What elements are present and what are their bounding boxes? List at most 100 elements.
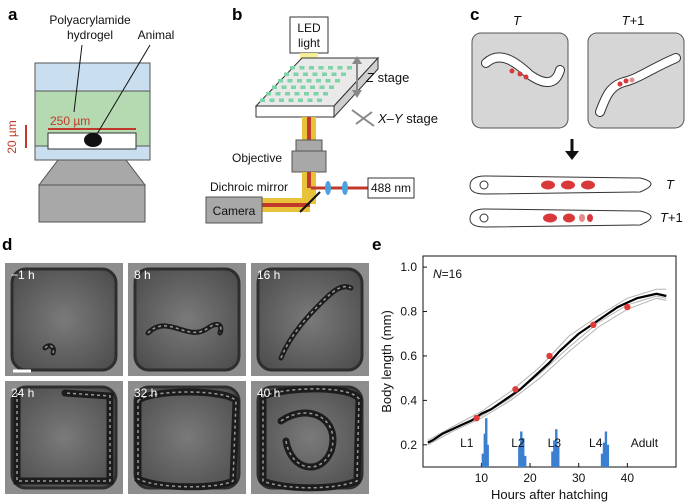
molt-histogram-bar [485,418,488,467]
micrograph-worm [145,321,224,336]
panel-a-label: a [8,5,18,24]
straight-worm-t1-cell-3 [579,214,585,222]
objective-label: Objective [232,151,282,165]
stage-well [328,66,333,70]
xy-arrow-2 [355,111,373,125]
laser-lens-1 [325,181,331,195]
straight-worm-t-cell-3 [581,180,595,190]
stage-well [312,72,318,76]
xy-stage-word: stage [403,111,438,126]
stage-well [337,66,343,70]
stage-well [269,98,275,102]
stage-label: L4 [589,436,603,450]
molt-marker [473,414,480,422]
straight-worm-t1-cell-4 [587,214,593,222]
stage-label: L1 [460,436,474,450]
stage-well [288,98,294,102]
micrograph-frame: 32 h [128,381,246,494]
straight-worm-t [469,175,652,195]
stage-well [303,72,308,76]
stage-well [284,72,289,76]
stage-well [293,72,299,76]
molt-histogram-bar [520,431,523,467]
led-label-line2: light [298,36,321,50]
micrograph-chamber [133,385,241,490]
micrograph-chamber [10,267,118,372]
micrograph-frame: 8 h [128,263,246,376]
micrograph-time-label: 16 h [257,268,280,282]
micrograph-time-label: 32 h [134,386,157,400]
water-layer-top [34,62,151,92]
down-arrow-head [565,151,579,160]
micrograph-time-label: 24 h [11,386,34,400]
animal-label: Animal [138,28,175,42]
frame-t-label: T [513,13,522,28]
molt-histogram-bar [483,433,486,467]
panel-d-label: d [2,235,12,254]
objective-lens [37,159,147,186]
micrograph-chamber [256,385,364,490]
panel-d: d −1 h 8 h 16 h 24 h 32 h 40 h [2,235,369,494]
x-tick-label: 30 [572,471,586,485]
stage-well [323,92,328,96]
objective-body [38,184,146,223]
stage-well [266,92,271,96]
individual-growth-line [427,288,667,441]
stage-well [260,98,265,102]
laser-lower [307,172,311,188]
stage-well [325,79,331,83]
panel-b-label: b [232,5,242,24]
led-label-line1: LED [297,21,321,35]
stage-well [316,79,321,83]
stage-well [335,79,340,83]
molt-histogram-bar [481,453,485,467]
laser-upper [307,117,311,142]
molt-histogram-bar [555,429,558,467]
molt-histogram-bar [602,442,606,467]
stage-well [279,98,284,102]
mean-growth-line [427,292,667,444]
y-tick-label: 1.0 [400,260,417,274]
hydrogel-pointer [73,44,83,113]
camera-box [205,196,263,224]
animal-dot [84,133,102,147]
stage-well [298,98,303,102]
led-box [289,16,329,54]
micrograph-time-label: 40 h [257,386,280,400]
micrograph-worm-texture [16,392,111,482]
panel-b: b LED light Z stage X–Y stage Objective [205,5,438,224]
micrograph-time-label: −1 h [11,268,35,282]
molt-marker [512,386,519,393]
stage-well [300,85,306,89]
worm-t1-cell-2 [623,78,629,84]
stage-well [318,66,324,70]
stage-well [287,79,293,83]
molt-histogram-bar [518,447,521,467]
micrograph-worm-texture [262,388,360,489]
micrograph-worm [134,388,240,491]
laser-label: 488 nm [371,181,411,195]
y-tick-label: 0.8 [400,305,417,319]
xy-axis-letters: X–Y [377,111,404,126]
stage-well [281,85,287,89]
stage-well [278,79,283,83]
z-arrow-up [352,56,362,64]
stage-well [275,92,281,96]
z-stage-word: stage [374,70,409,85]
stage-well [317,98,322,102]
micrograph-worm-texture [280,286,352,359]
objective-top [295,139,323,152]
z-axis-letter: Z [365,70,375,85]
y-axis-label: Body length (mm) [379,310,394,413]
stage-well [313,92,319,96]
camera-label: Camera [213,204,256,218]
x-tick-label: 10 [475,471,489,485]
stage-well-grid [260,66,352,102]
panel-e: e 0.2 0.4 0.6 0.8 1.0 10 20 30 40 Hours after hat… [372,235,677,502]
stage-well [307,98,313,102]
dichroic-mirror [299,191,321,213]
panel-e-label: e [372,235,381,254]
hydrogel-label-line2: hydrogel [67,28,113,42]
molt-histogram-bar [606,444,610,467]
stage-well [299,66,305,70]
